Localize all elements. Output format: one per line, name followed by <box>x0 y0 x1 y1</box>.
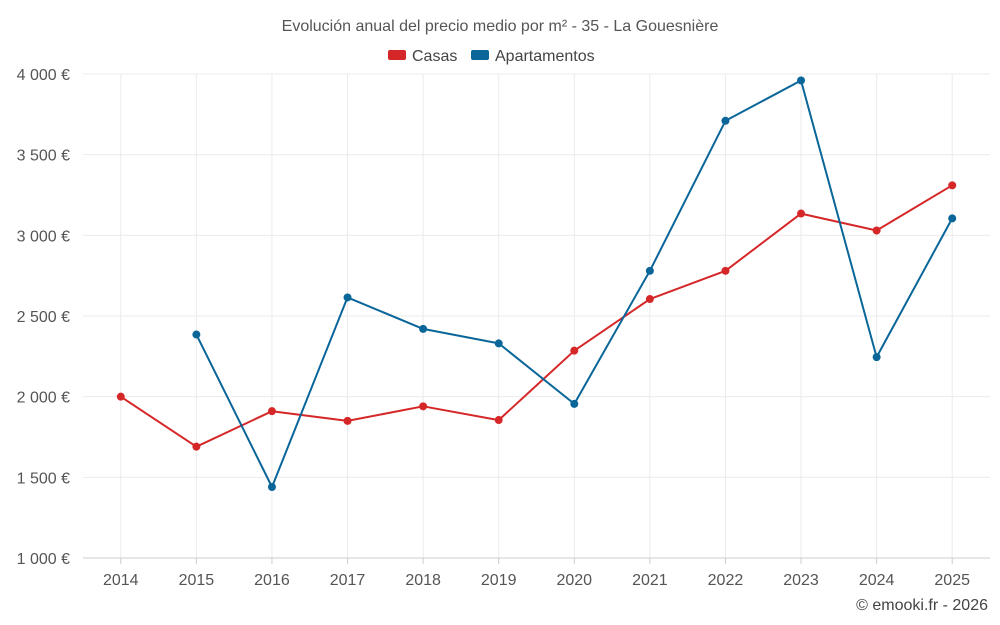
x-tick-label: 2015 <box>179 572 215 589</box>
data-point-casas-2025[interactable] <box>948 181 957 190</box>
legend-item-apartamentos[interactable]: Apartamentos <box>471 48 595 65</box>
chart-title: Evolución anual del precio medio por m² … <box>282 18 719 35</box>
y-tick-label: 3 500 € <box>17 148 70 165</box>
y-tick-label: 2 000 € <box>17 390 70 407</box>
x-tick-label: 2018 <box>405 572 441 589</box>
series-apartamentos <box>192 76 957 492</box>
y-tick-label: 1 500 € <box>17 470 70 487</box>
legend-swatch-apartamentos <box>471 50 489 60</box>
data-point-apartamentos-2020[interactable] <box>570 399 579 408</box>
x-tick-label: 2024 <box>859 572 895 589</box>
data-point-casas-2021[interactable] <box>645 295 654 304</box>
data-point-apartamentos-2015[interactable] <box>192 330 201 339</box>
data-point-casas-2023[interactable] <box>797 209 806 218</box>
data-point-casas-2018[interactable] <box>419 402 428 411</box>
legend-label-casas: Casas <box>412 48 457 65</box>
grid <box>83 73 990 558</box>
data-point-casas-2024[interactable] <box>872 226 881 235</box>
data-point-apartamentos-2024[interactable] <box>872 353 881 362</box>
data-point-casas-2014[interactable] <box>116 392 125 401</box>
x-tick-label: 2025 <box>934 572 970 589</box>
series-line-casas <box>120 184 953 448</box>
y-tick-label: 3 000 € <box>17 228 70 245</box>
data-point-apartamentos-2025[interactable] <box>948 214 957 223</box>
credit-text: © emooki.fr - 2026 <box>856 597 988 614</box>
x-tick-label: 2016 <box>254 572 290 589</box>
data-point-casas-2015[interactable] <box>192 442 201 451</box>
data-point-casas-2019[interactable] <box>494 416 503 425</box>
data-point-apartamentos-2022[interactable] <box>721 116 730 125</box>
x-tick-label: 2021 <box>632 572 668 589</box>
x-tick-label: 2014 <box>103 572 139 589</box>
data-point-apartamentos-2019[interactable] <box>494 339 503 348</box>
axes <box>83 557 990 564</box>
x-axis-ticks: 2014 2015 2016 2017 2018 2019 2020 2021 2022 2023… <box>103 572 970 589</box>
data-point-apartamentos-2016[interactable] <box>267 483 276 492</box>
data-point-casas-2016[interactable] <box>267 407 276 416</box>
data-point-apartamentos-2017[interactable] <box>343 293 352 302</box>
series <box>116 76 957 492</box>
series-casas <box>116 181 957 451</box>
data-point-casas-2022[interactable] <box>721 266 730 275</box>
y-tick-label: 4 000 € <box>17 67 70 84</box>
legend-label-apartamentos: Apartamentos <box>495 48 595 65</box>
legend: Casas Apartamentos <box>388 48 595 65</box>
y-tick-label: 1 000 € <box>17 551 70 568</box>
data-point-apartamentos-2021[interactable] <box>645 266 654 275</box>
data-point-casas-2020[interactable] <box>570 346 579 355</box>
x-tick-label: 2017 <box>330 572 366 589</box>
data-point-apartamentos-2018[interactable] <box>419 324 428 333</box>
x-tick-label: 2022 <box>708 572 744 589</box>
y-axis-ticks: 1 000 € 1 500 € 2 000 € 2 500 € 3 000 € 3 500… <box>17 67 70 568</box>
legend-item-casas[interactable]: Casas <box>388 48 457 65</box>
x-tick-label: 2020 <box>556 572 592 589</box>
data-point-casas-2017[interactable] <box>343 416 352 425</box>
x-tick-label: 2019 <box>481 572 517 589</box>
data-point-apartamentos-2023[interactable] <box>797 76 806 85</box>
y-tick-label: 2 500 € <box>17 309 70 326</box>
legend-swatch-casas <box>388 50 406 60</box>
x-tick-label: 2023 <box>783 572 819 589</box>
